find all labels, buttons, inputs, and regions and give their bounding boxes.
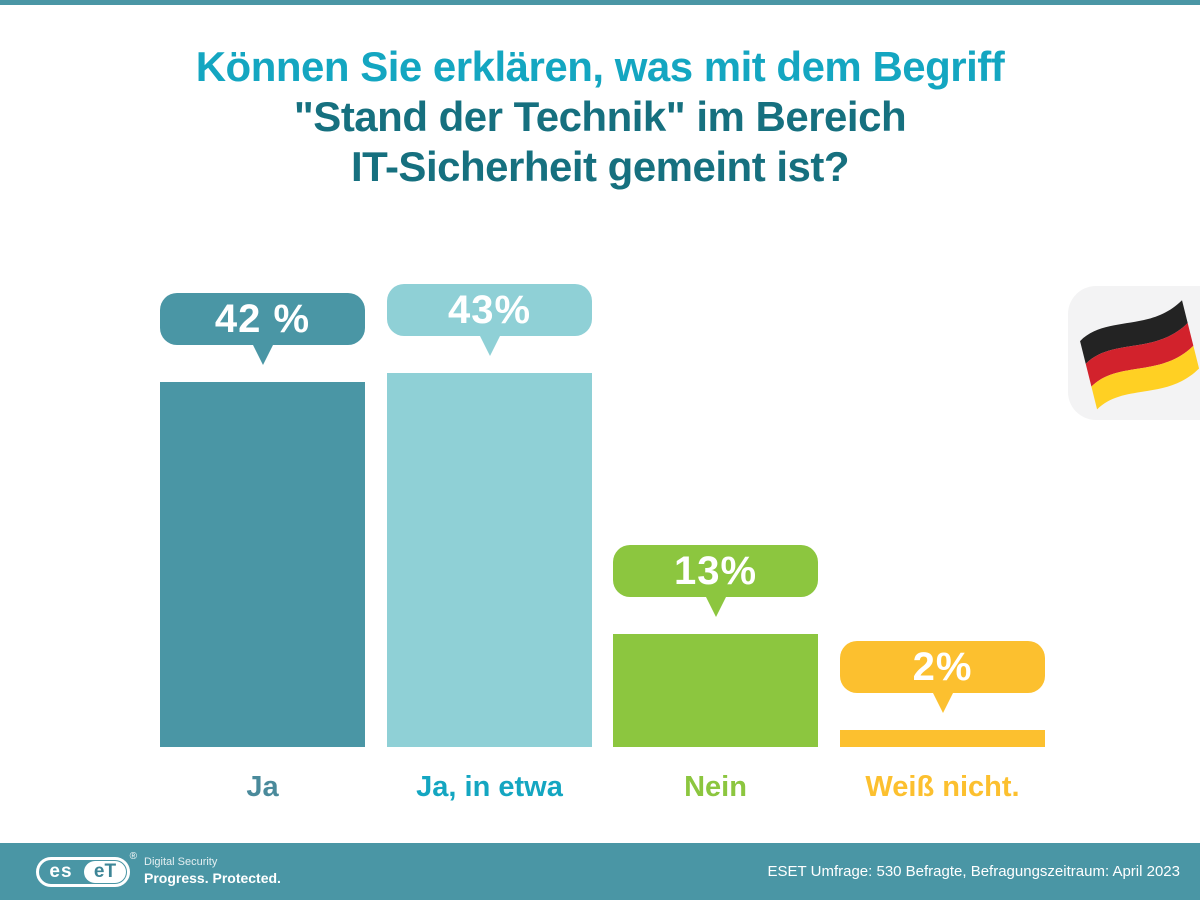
footer-bar: es eT ® Digital Security Progress. Prote…: [0, 843, 1200, 900]
value-label-ja-in-etwa: 43%: [447, 287, 532, 332]
value-label-wei-nicht: 2%: [912, 644, 973, 689]
bar-ja-in-etwa: [387, 373, 592, 747]
bubble-tail-icon: [703, 593, 728, 617]
bubble-tail-icon: [250, 341, 275, 365]
value-bubble-ja-in-etwa: 43%: [387, 284, 592, 356]
registered-trademark-symbol: ®: [129, 850, 137, 862]
value-label-nein: 13%: [673, 548, 758, 593]
footer-brand: es eT ® Digital Security Progress. Prote…: [36, 851, 281, 887]
country-flag-card: [1068, 286, 1200, 420]
tagline-digital-security: Digital Security: [144, 855, 218, 868]
value-bubble-ja: 42 %: [160, 293, 365, 365]
bar-group-wei-nicht: 2% Weiß nicht.: [840, 227, 1045, 803]
bar-group-ja: 42 % Ja: [160, 227, 365, 803]
bar-nein: [613, 634, 818, 747]
value-bubble-wei-nicht: 2%: [840, 641, 1045, 713]
eset-logo: es eT ®: [36, 851, 137, 887]
eset-logo-right-text: eT: [84, 860, 126, 883]
title-line-2: "Stand der Technik" im Bereich: [293, 93, 907, 140]
bar-ja: [160, 382, 365, 747]
brand-taglines: Digital Security Progress. Protected.: [144, 856, 281, 887]
category-label-wei-nicht: Weiß nicht.: [865, 771, 1020, 803]
category-label-ja: Ja: [246, 771, 279, 803]
value-label-ja: 42 %: [214, 296, 311, 341]
bar-group-nein: 13% Nein: [613, 227, 818, 803]
eset-logo-left-text: es: [49, 860, 73, 882]
bar-chart: 42 % Ja 43% Ja, in etwa 13% Nein 2% Weiß nicht.: [160, 227, 1045, 803]
survey-source-text: ESET Umfrage: 530 Befragte, Befragungsze…: [767, 863, 1180, 880]
value-bubble-nein: 13%: [613, 545, 818, 617]
category-label-ja-in-etwa: Ja, in etwa: [416, 771, 563, 803]
bar-group-ja-in-etwa: 43% Ja, in etwa: [387, 227, 592, 803]
bubble-tail-icon: [477, 332, 502, 356]
title-line-1: Können Sie erklären, was mit dem Begriff: [195, 43, 1005, 90]
bar-wei-nicht: [840, 730, 1045, 747]
tagline-progress-protected: Progress. Protected.: [144, 869, 281, 886]
category-label-nein: Nein: [684, 771, 747, 803]
bubble-tail-icon: [930, 689, 955, 713]
page-title: Können Sie erklären, was mit dem Begriff…: [0, 42, 1200, 192]
german-flag-icon: [1080, 300, 1200, 410]
title-line-3: IT-Sicherheit gemeint ist?: [350, 143, 850, 190]
top-accent-strip: [0, 0, 1200, 5]
